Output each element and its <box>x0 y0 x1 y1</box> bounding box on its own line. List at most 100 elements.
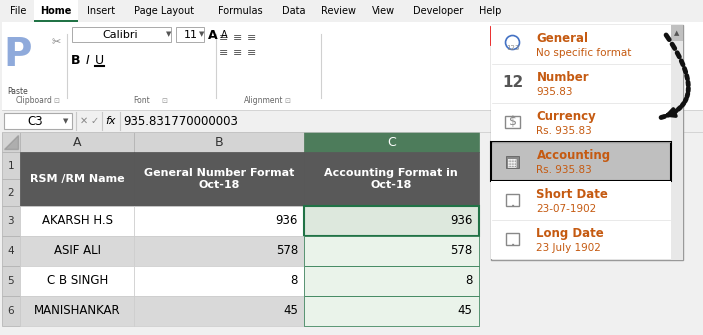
Bar <box>304 206 479 236</box>
Text: 8: 8 <box>291 274 298 287</box>
Text: ▼: ▼ <box>562 32 567 39</box>
Bar <box>2 266 20 296</box>
Bar <box>505 232 520 245</box>
Bar <box>124 0 205 22</box>
Text: Help: Help <box>479 6 502 16</box>
Bar <box>2 0 34 22</box>
Bar <box>77 0 124 22</box>
Bar <box>20 266 134 296</box>
Bar <box>2 206 20 236</box>
Text: A: A <box>207 28 217 42</box>
Text: ≡: ≡ <box>219 33 228 43</box>
Bar <box>491 142 671 181</box>
Text: Review: Review <box>321 6 356 16</box>
Text: 2: 2 <box>8 188 14 198</box>
Text: MANISHANKAR: MANISHANKAR <box>34 305 120 318</box>
Text: Calibri: Calibri <box>103 29 138 40</box>
Text: 23 July 1902: 23 July 1902 <box>536 243 601 253</box>
Text: 11: 11 <box>183 29 198 40</box>
Text: ✂: ✂ <box>52 37 61 47</box>
Text: General Number Format
Oct-18: General Number Format Oct-18 <box>144 168 295 190</box>
Text: ⊡: ⊡ <box>284 98 290 104</box>
Bar <box>20 206 134 236</box>
Text: RSM /RM Name: RSM /RM Name <box>30 174 124 184</box>
Text: 578: 578 <box>276 245 298 258</box>
Text: Long Date: Long Date <box>536 227 604 240</box>
Bar <box>134 236 304 266</box>
Text: ≡: ≡ <box>247 48 256 58</box>
Text: C: C <box>387 135 396 148</box>
Bar <box>34 20 77 22</box>
Text: Clipboard: Clipboard <box>15 96 52 105</box>
Text: Short Date: Short Date <box>536 188 608 201</box>
Text: ▼: ▼ <box>199 31 204 38</box>
Bar <box>491 25 683 260</box>
Bar <box>134 266 304 296</box>
Text: 1: 1 <box>8 160 14 171</box>
Text: C3: C3 <box>27 115 43 128</box>
Text: Alignment: Alignment <box>245 96 284 105</box>
Text: 8: 8 <box>465 274 472 287</box>
Text: $: $ <box>508 115 517 128</box>
Text: ✓: ✓ <box>91 116 98 126</box>
Bar <box>134 132 304 152</box>
Text: C B SINGH: C B SINGH <box>46 274 108 287</box>
Bar <box>2 296 20 326</box>
Text: Home: Home <box>40 6 72 16</box>
Bar <box>505 116 520 128</box>
Text: Paste: Paste <box>8 87 28 96</box>
Text: ≡: ≡ <box>247 33 256 43</box>
Text: ▼: ▼ <box>63 118 68 124</box>
Text: 936: 936 <box>450 214 472 227</box>
Bar <box>20 296 134 326</box>
Bar <box>20 132 134 152</box>
Bar <box>491 25 671 64</box>
Text: ASIF ALI: ASIF ALI <box>53 245 101 258</box>
Text: Conditional: Conditional <box>600 29 660 40</box>
Text: 935.83: 935.83 <box>536 87 573 97</box>
Text: 5: 5 <box>8 276 14 286</box>
Bar <box>505 155 520 168</box>
Bar <box>134 296 304 326</box>
Bar <box>491 27 572 44</box>
Bar <box>557 28 572 43</box>
Bar <box>176 27 205 42</box>
Text: Rs. 935.83: Rs. 935.83 <box>536 126 592 136</box>
Text: Currency: Currency <box>536 110 596 123</box>
Text: .: . <box>510 231 515 250</box>
Bar <box>304 236 479 266</box>
Text: ⊡: ⊡ <box>54 98 60 104</box>
Text: Font: Font <box>133 96 150 105</box>
Text: Accounting Format in
Oct-18: Accounting Format in Oct-18 <box>325 168 458 190</box>
Bar <box>304 152 479 206</box>
Text: Accounting: Accounting <box>536 149 611 162</box>
Bar <box>20 152 134 206</box>
Text: ≡: ≡ <box>219 48 228 58</box>
Bar <box>304 266 479 296</box>
Bar <box>2 236 20 266</box>
Text: B: B <box>71 54 80 67</box>
Bar <box>472 0 508 22</box>
Bar <box>313 0 365 22</box>
Text: ▼: ▼ <box>166 31 171 38</box>
Text: ✕: ✕ <box>79 116 88 126</box>
Text: 4: 4 <box>8 246 14 256</box>
Text: 6: 6 <box>8 306 14 316</box>
Bar <box>2 110 703 132</box>
Text: 123: 123 <box>506 45 520 51</box>
Bar <box>304 132 479 152</box>
Bar <box>403 0 472 22</box>
Text: 23-07-1902: 23-07-1902 <box>536 204 597 214</box>
Text: Data: Data <box>283 6 306 16</box>
Text: .: . <box>510 192 515 211</box>
Text: AKARSH H.S: AKARSH H.S <box>41 214 112 227</box>
Text: B: B <box>215 135 224 148</box>
Text: A: A <box>73 135 82 148</box>
Bar <box>205 0 275 22</box>
Bar <box>34 0 77 22</box>
Bar <box>275 0 313 22</box>
Text: Formulas: Formulas <box>218 6 262 16</box>
Bar <box>304 296 479 326</box>
Bar <box>365 0 403 22</box>
Text: 3: 3 <box>8 216 14 226</box>
